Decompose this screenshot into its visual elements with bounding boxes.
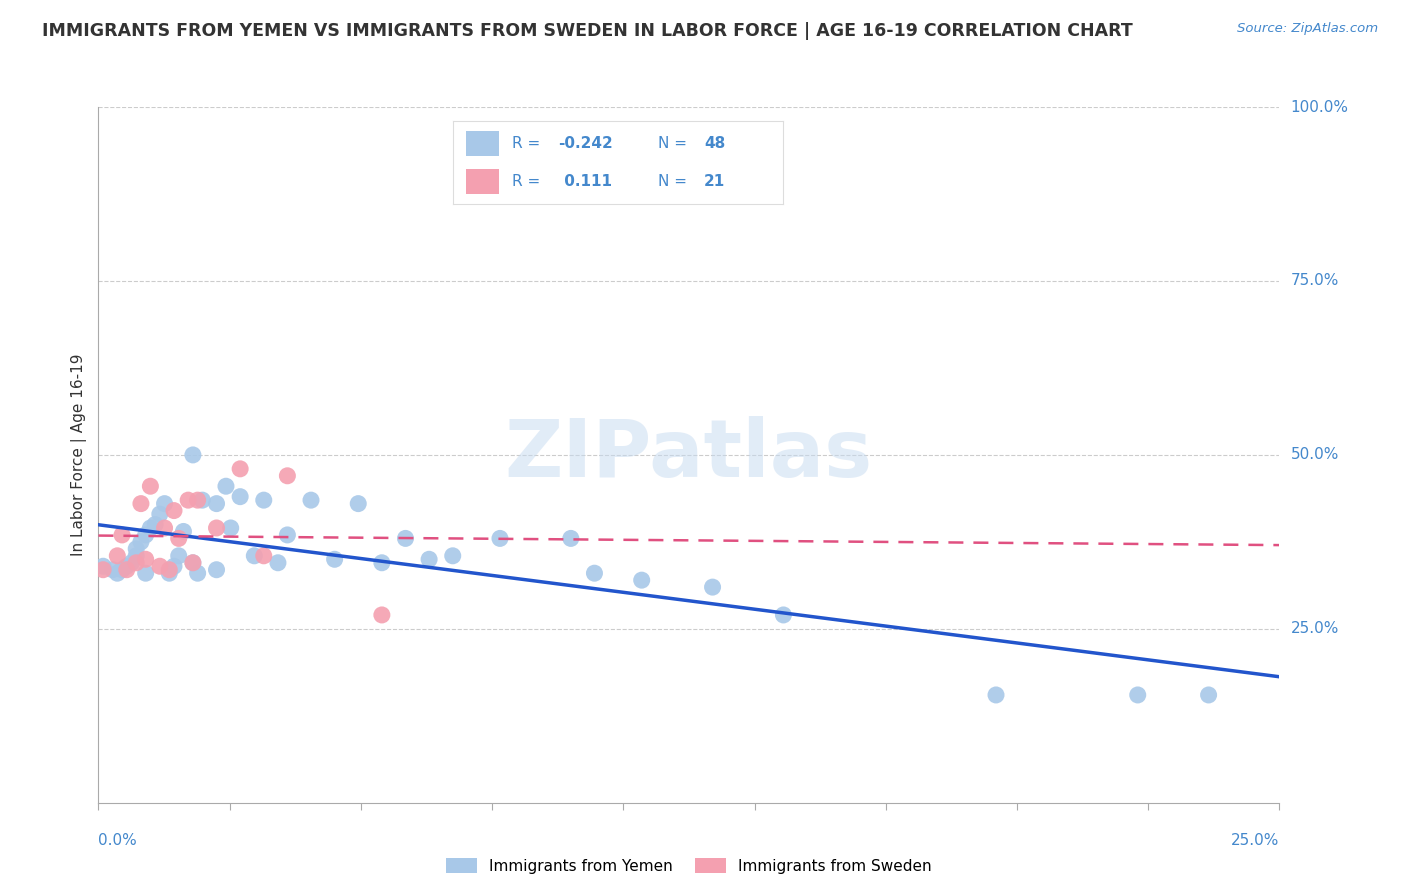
Point <box>139 521 162 535</box>
Point <box>153 521 176 535</box>
Text: 0.0%: 0.0% <box>98 833 138 848</box>
Point <box>157 563 180 577</box>
Text: 48: 48 <box>704 136 725 151</box>
Point <box>163 503 186 517</box>
Point <box>1198 688 1220 702</box>
Point <box>129 535 152 549</box>
Point <box>125 556 148 570</box>
Point <box>371 556 394 570</box>
Point <box>143 517 166 532</box>
Point <box>418 552 440 566</box>
Point <box>253 493 276 508</box>
Point <box>371 607 394 622</box>
Point <box>125 541 148 556</box>
Text: Source: ZipAtlas.com: Source: ZipAtlas.com <box>1237 22 1378 36</box>
Point <box>441 549 464 563</box>
Point <box>115 559 138 574</box>
Text: R =: R = <box>512 175 546 189</box>
Point <box>394 532 416 546</box>
Point <box>489 532 512 546</box>
Text: 25.0%: 25.0% <box>1291 622 1339 636</box>
Point <box>111 563 134 577</box>
Point <box>205 497 228 511</box>
Point <box>215 479 238 493</box>
Point <box>125 549 148 563</box>
Point <box>181 556 204 570</box>
Point <box>101 563 124 577</box>
Point <box>157 566 180 581</box>
Point <box>181 556 204 570</box>
Point <box>115 563 138 577</box>
Text: 0.111: 0.111 <box>558 175 612 189</box>
Point <box>191 493 214 508</box>
Point <box>243 549 266 563</box>
Text: ZIPatlas: ZIPatlas <box>505 416 873 494</box>
Point <box>177 493 200 508</box>
Point <box>172 524 194 539</box>
Point <box>105 549 128 563</box>
FancyBboxPatch shape <box>465 131 499 156</box>
Point <box>91 559 114 574</box>
Point <box>267 556 290 570</box>
Text: 25.0%: 25.0% <box>1232 833 1279 848</box>
Point <box>111 528 134 542</box>
Point <box>299 493 322 508</box>
Text: 50.0%: 50.0% <box>1291 448 1339 462</box>
Point <box>229 490 252 504</box>
Text: IMMIGRANTS FROM YEMEN VS IMMIGRANTS FROM SWEDEN IN LABOR FORCE | AGE 16-19 CORRE: IMMIGRANTS FROM YEMEN VS IMMIGRANTS FROM… <box>42 22 1133 40</box>
Point <box>205 521 228 535</box>
Point <box>187 566 209 581</box>
Point <box>276 528 298 542</box>
Text: 21: 21 <box>704 175 725 189</box>
Point <box>253 549 276 563</box>
FancyBboxPatch shape <box>465 169 499 194</box>
Point <box>1126 688 1149 702</box>
Point <box>163 559 186 574</box>
Y-axis label: In Labor Force | Age 16-19: In Labor Force | Age 16-19 <box>72 353 87 557</box>
Point <box>187 493 209 508</box>
Point <box>276 468 298 483</box>
Point <box>135 528 157 542</box>
Point <box>702 580 724 594</box>
Point <box>139 479 162 493</box>
Point <box>630 573 652 587</box>
Point <box>219 521 242 535</box>
Legend: Immigrants from Yemen, Immigrants from Sweden: Immigrants from Yemen, Immigrants from S… <box>440 852 938 880</box>
Point <box>984 688 1007 702</box>
Point <box>121 556 143 570</box>
Point <box>772 607 794 622</box>
Point <box>323 552 346 566</box>
Point <box>129 497 152 511</box>
Point <box>149 507 172 521</box>
Point <box>347 497 370 511</box>
Point <box>135 552 157 566</box>
Text: R =: R = <box>512 136 546 151</box>
Point <box>167 532 190 546</box>
Point <box>135 566 157 581</box>
Text: 100.0%: 100.0% <box>1291 100 1348 114</box>
Point <box>583 566 606 581</box>
Text: 75.0%: 75.0% <box>1291 274 1339 288</box>
Point <box>149 559 172 574</box>
Text: -0.242: -0.242 <box>558 136 613 151</box>
Point <box>229 462 252 476</box>
Point <box>91 563 114 577</box>
Point <box>181 448 204 462</box>
Point <box>205 563 228 577</box>
Point <box>153 497 176 511</box>
Text: N =: N = <box>658 175 692 189</box>
Point <box>560 532 582 546</box>
Point <box>105 566 128 581</box>
Point <box>167 549 190 563</box>
Text: N =: N = <box>658 136 692 151</box>
